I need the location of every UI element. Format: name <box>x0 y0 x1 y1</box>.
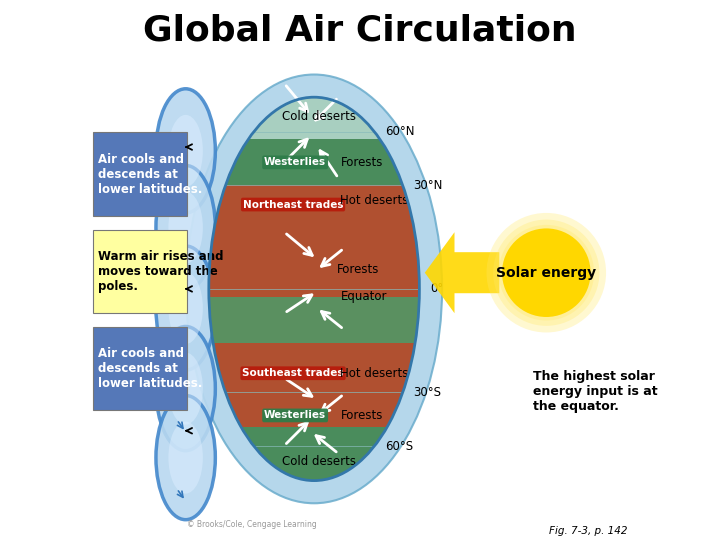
Bar <box>198 427 431 484</box>
Text: Hot deserts: Hot deserts <box>341 194 409 207</box>
Text: Forests: Forests <box>337 263 379 276</box>
PathPatch shape <box>425 232 500 313</box>
Text: 60°S: 60°S <box>385 440 413 453</box>
Text: Hot deserts: Hot deserts <box>341 367 409 380</box>
Text: Cold deserts: Cold deserts <box>282 455 356 468</box>
Circle shape <box>502 228 590 317</box>
Bar <box>198 185 431 296</box>
Text: Global Air Circulation: Global Air Circulation <box>143 14 577 48</box>
Text: Solar energy: Solar energy <box>496 266 596 280</box>
Text: Cold deserts: Cold deserts <box>282 110 356 123</box>
Ellipse shape <box>156 395 215 519</box>
Ellipse shape <box>156 165 215 289</box>
Ellipse shape <box>168 272 203 344</box>
Text: Equator: Equator <box>341 290 387 303</box>
Text: 30°N: 30°N <box>413 179 443 192</box>
Text: 30°S: 30°S <box>413 386 441 399</box>
Ellipse shape <box>168 422 203 494</box>
FancyBboxPatch shape <box>93 132 187 216</box>
Ellipse shape <box>156 327 215 451</box>
Text: Fig. 7-3, p. 142: Fig. 7-3, p. 142 <box>549 525 627 536</box>
Bar <box>198 139 431 185</box>
Bar <box>198 93 431 139</box>
Text: Forests: Forests <box>341 409 383 422</box>
Text: Air cools and
descends at
lower latitudes.: Air cools and descends at lower latitude… <box>98 153 202 195</box>
Text: 60°N: 60°N <box>385 125 415 138</box>
Circle shape <box>487 213 606 333</box>
Text: Northeast trades: Northeast trades <box>243 200 343 210</box>
Ellipse shape <box>168 192 203 264</box>
Text: Southeast trades: Southeast trades <box>243 368 343 378</box>
FancyBboxPatch shape <box>93 230 187 313</box>
Bar <box>198 296 431 342</box>
Circle shape <box>493 220 600 326</box>
Text: The highest solar
energy input is at
the equator.: The highest solar energy input is at the… <box>533 370 657 413</box>
Ellipse shape <box>186 75 442 503</box>
Ellipse shape <box>156 246 215 370</box>
Ellipse shape <box>156 89 215 213</box>
Text: Westerlies: Westerlies <box>264 157 326 167</box>
Text: Warm air rises and
moves toward the
poles.: Warm air rises and moves toward the pole… <box>98 250 224 293</box>
Ellipse shape <box>168 353 203 424</box>
Ellipse shape <box>168 115 203 187</box>
Text: © Brooks/Cole, Cengage Learning: © Brooks/Cole, Cengage Learning <box>187 520 317 529</box>
FancyBboxPatch shape <box>93 327 187 410</box>
Text: Westerlies: Westerlies <box>264 410 326 421</box>
Text: 0°: 0° <box>431 282 444 295</box>
Text: Forests: Forests <box>341 156 383 169</box>
Ellipse shape <box>209 97 419 481</box>
Circle shape <box>498 225 594 321</box>
Bar <box>198 342 431 427</box>
Text: Air cools and
descends at
lower latitudes.: Air cools and descends at lower latitude… <box>98 347 202 390</box>
